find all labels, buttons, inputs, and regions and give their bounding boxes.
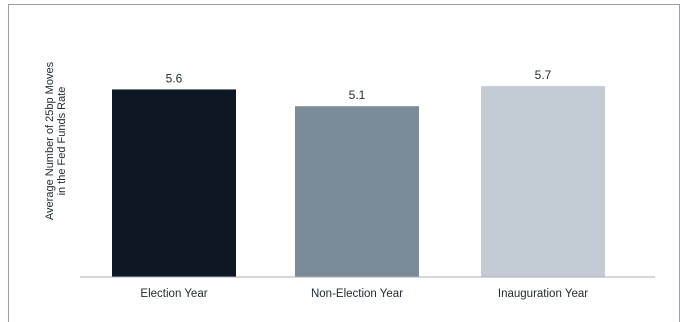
bars-group xyxy=(112,86,605,277)
x-tick-labels-group: Election Year Non-Election Year Inaugurati… xyxy=(140,288,588,300)
value-label-non-election-year: 5.1 xyxy=(349,88,366,102)
bar-election-year xyxy=(112,89,236,277)
value-label-election-year: 5.6 xyxy=(166,71,183,85)
bar-non-election-year xyxy=(295,106,419,277)
value-labels-group: 5.6 5.1 5.7 xyxy=(166,68,552,102)
value-label-inauguration-year: 5.7 xyxy=(535,68,552,82)
bar-inauguration-year xyxy=(481,86,605,277)
y-axis-label-line-2: in the Fed Funds Rate xyxy=(56,87,68,196)
x-tick-label-inauguration-year: Inauguration Year xyxy=(498,288,588,300)
x-tick-label-non-election-year: Non-Election Year xyxy=(311,288,403,300)
frame-border-top xyxy=(8,4,680,5)
frame-border-left xyxy=(8,4,9,322)
y-axis-label: Average Number of 25bp Moves in the Fed … xyxy=(44,61,68,220)
x-tick-label-election-year: Election Year xyxy=(140,288,207,300)
y-axis-label-line-1: Average Number of 25bp Moves xyxy=(44,61,56,220)
